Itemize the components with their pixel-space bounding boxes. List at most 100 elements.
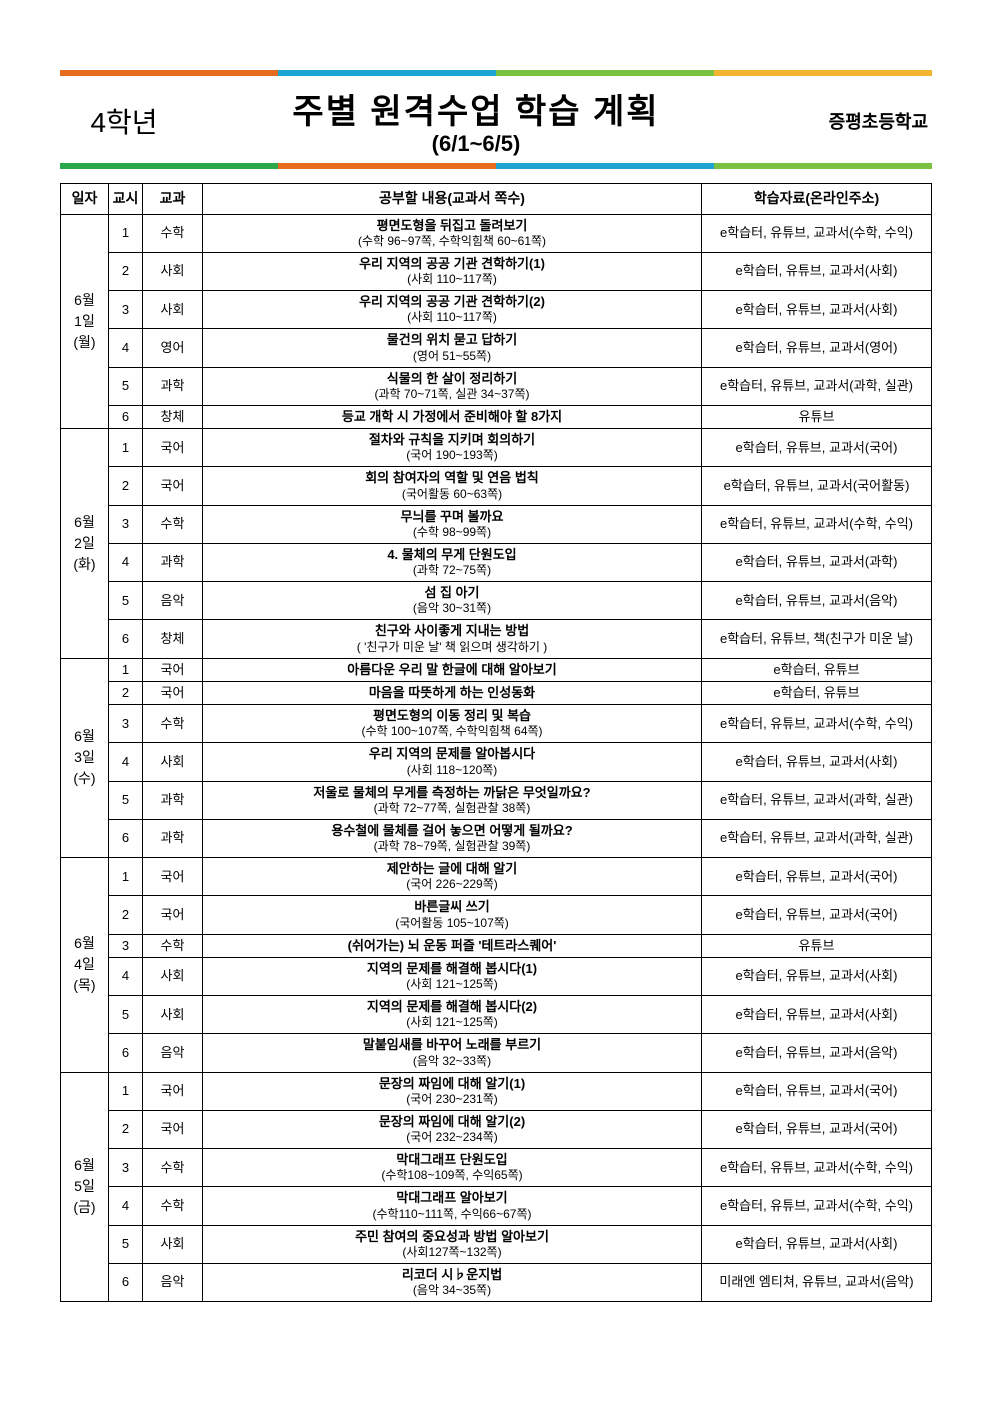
period-cell: 4 xyxy=(109,957,143,995)
subject-cell: 수학 xyxy=(143,1187,203,1225)
period-cell: 6 xyxy=(109,405,143,428)
subject-cell: 국어 xyxy=(143,1110,203,1148)
table-row: 5사회주민 참여의 중요성과 방법 알아보기(사회127쪽~132쪽)e학습터,… xyxy=(61,1225,932,1263)
table-row: 6음악말붙임새를 바꾸어 노래를 부르기(음악 32~33쪽)e학습터, 유튜브… xyxy=(61,1034,932,1072)
subject-cell: 사회 xyxy=(143,996,203,1034)
table-row: 3수학(쉬어가는) 뇌 운동 퍼즐 '테트라스퀘어'유튜브 xyxy=(61,934,932,957)
table-row: 6월2일(화)1국어절차와 규칙을 지키며 회의하기(국어 190~193쪽)e… xyxy=(61,429,932,467)
material-cell: e학습터, 유튜브, 교과서(사회) xyxy=(702,252,932,290)
material-cell: e학습터, 유튜브, 교과서(사회) xyxy=(702,957,932,995)
content-cell: 친구와 사이좋게 지내는 방법( '친구가 미운 날' 책 읽으며 생각하기 ) xyxy=(203,620,702,658)
material-cell: 유튜브 xyxy=(702,934,932,957)
content-cell: 용수철에 물체를 걸어 놓으면 어떻게 될까요?(과학 78~79쪽, 실험관찰… xyxy=(203,819,702,857)
period-cell: 3 xyxy=(109,934,143,957)
subject-cell: 국어 xyxy=(143,1072,203,1110)
col-content: 공부할 내용(교과서 쪽수) xyxy=(203,184,702,215)
material-cell: e학습터, 유튜브, 교과서(사회) xyxy=(702,743,932,781)
title-main: 주별 원격수업 학습 계획 xyxy=(184,84,768,133)
table-row: 4사회지역의 문제를 해결해 봅시다(1)(사회 121~125쪽)e학습터, … xyxy=(61,957,932,995)
material-cell: e학습터, 유튜브, 교과서(영어) xyxy=(702,329,932,367)
subject-cell: 음악 xyxy=(143,1034,203,1072)
content-cell: 막대그래프 알아보기(수학110~111쪽, 수익66~67쪽) xyxy=(203,1187,702,1225)
subject-cell: 수학 xyxy=(143,505,203,543)
table-row: 5과학저울로 물체의 무게를 측정하는 까닭은 무엇일까요?(과학 72~77쪽… xyxy=(61,781,932,819)
subject-cell: 과학 xyxy=(143,781,203,819)
subject-cell: 사회 xyxy=(143,957,203,995)
period-cell: 5 xyxy=(109,367,143,405)
date-cell: 6월5일(금) xyxy=(61,1072,109,1302)
period-cell: 4 xyxy=(109,743,143,781)
material-cell: e학습터, 유튜브, 교과서(수학, 수익) xyxy=(702,1187,932,1225)
content-cell: 바른글씨 쓰기(국어활동 105~107쪽) xyxy=(203,896,702,934)
table-row: 3수학평면도형의 이동 정리 및 복습(수학 100~107쪽, 수학익힘책 6… xyxy=(61,705,932,743)
content-cell: 아름다운 우리 말 한글에 대해 알아보기 xyxy=(203,658,702,681)
material-cell: e학습터, 유튜브, 교과서(수학, 수익) xyxy=(702,705,932,743)
content-cell: 평면도형을 뒤집고 돌려보기(수학 96~97쪽, 수학익힘책 60~61쪽) xyxy=(203,214,702,252)
material-cell: e학습터, 유튜브, 교과서(국어) xyxy=(702,1072,932,1110)
period-cell: 3 xyxy=(109,291,143,329)
table-row: 4영어물건의 위치 묻고 답하기(영어 51~55쪽)e학습터, 유튜브, 교과… xyxy=(61,329,932,367)
table-row: 4수학막대그래프 알아보기(수학110~111쪽, 수익66~67쪽)e학습터,… xyxy=(61,1187,932,1225)
header-row: 4학년 주별 원격수업 학습 계획 (6/1~6/5) 증평초등학교 xyxy=(60,84,932,157)
subject-cell: 창체 xyxy=(143,620,203,658)
table-row: 6월3일(수)1국어아름다운 우리 말 한글에 대해 알아보기e학습터, 유튜브 xyxy=(61,658,932,681)
material-cell: e학습터, 유튜브, 교과서(과학, 실관) xyxy=(702,781,932,819)
subject-cell: 사회 xyxy=(143,252,203,290)
col-material: 학습자료(온라인주소) xyxy=(702,184,932,215)
table-row: 3사회우리 지역의 공공 기관 견학하기(2)(사회 110~117쪽)e학습터… xyxy=(61,291,932,329)
table-row: 2국어마음을 따뜻하게 하는 인성동화e학습터, 유튜브 xyxy=(61,681,932,704)
table-row: 6창체등교 개학 시 가정에서 준비해야 할 8가지유튜브 xyxy=(61,405,932,428)
content-cell: 마음을 따뜻하게 하는 인성동화 xyxy=(203,681,702,704)
period-cell: 6 xyxy=(109,1034,143,1072)
subject-cell: 수학 xyxy=(143,1149,203,1187)
period-cell: 5 xyxy=(109,582,143,620)
period-cell: 3 xyxy=(109,705,143,743)
content-cell: 평면도형의 이동 정리 및 복습(수학 100~107쪽, 수학익힘책 64쪽) xyxy=(203,705,702,743)
content-cell: 지역의 문제를 해결해 봅시다(1)(사회 121~125쪽) xyxy=(203,957,702,995)
content-cell: 등교 개학 시 가정에서 준비해야 할 8가지 xyxy=(203,405,702,428)
table-row: 2사회우리 지역의 공공 기관 견학하기(1)(사회 110~117쪽)e학습터… xyxy=(61,252,932,290)
table-row: 2국어회의 참여자의 역할 및 연음 법칙(국어활동 60~63쪽)e학습터, … xyxy=(61,467,932,505)
material-cell: e학습터, 유튜브 xyxy=(702,658,932,681)
period-cell: 5 xyxy=(109,1225,143,1263)
table-row: 6월5일(금)1국어문장의 짜임에 대해 알기(1)(국어 230~231쪽)e… xyxy=(61,1072,932,1110)
material-cell: e학습터, 유튜브, 교과서(수학, 수익) xyxy=(702,1149,932,1187)
table-row: 3수학무늬를 꾸며 볼까요(수학 98~99쪽)e학습터, 유튜브, 교과서(수… xyxy=(61,505,932,543)
period-cell: 4 xyxy=(109,329,143,367)
content-cell: (쉬어가는) 뇌 운동 퍼즐 '테트라스퀘어' xyxy=(203,934,702,957)
table-row: 6월1일(월)1수학평면도형을 뒤집고 돌려보기(수학 96~97쪽, 수학익힘… xyxy=(61,214,932,252)
subject-cell: 사회 xyxy=(143,1225,203,1263)
subject-cell: 수학 xyxy=(143,934,203,957)
content-cell: 지역의 문제를 해결해 봅시다(2)(사회 121~125쪽) xyxy=(203,996,702,1034)
period-cell: 4 xyxy=(109,543,143,581)
content-cell: 주민 참여의 중요성과 방법 알아보기(사회127쪽~132쪽) xyxy=(203,1225,702,1263)
date-cell: 6월2일(화) xyxy=(61,429,109,659)
subject-cell: 과학 xyxy=(143,543,203,581)
date-cell: 6월4일(목) xyxy=(61,858,109,1073)
subject-cell: 사회 xyxy=(143,743,203,781)
title-date-range: (6/1~6/5) xyxy=(184,131,768,157)
subject-cell: 과학 xyxy=(143,819,203,857)
material-cell: e학습터, 유튜브, 교과서(사회) xyxy=(702,996,932,1034)
period-cell: 1 xyxy=(109,429,143,467)
content-cell: 문장의 짜임에 대해 알기(2)(국어 232~234쪽) xyxy=(203,1110,702,1148)
table-row: 2국어바른글씨 쓰기(국어활동 105~107쪽)e학습터, 유튜브, 교과서(… xyxy=(61,896,932,934)
content-cell: 우리 지역의 공공 기관 견학하기(1)(사회 110~117쪽) xyxy=(203,252,702,290)
period-cell: 3 xyxy=(109,1149,143,1187)
content-cell: 저울로 물체의 무게를 측정하는 까닭은 무엇일까요?(과학 72~77쪽, 실… xyxy=(203,781,702,819)
subject-cell: 창체 xyxy=(143,405,203,428)
subject-cell: 수학 xyxy=(143,705,203,743)
material-cell: 미래엔 엠티쳐, 유튜브, 교과서(음악) xyxy=(702,1263,932,1301)
material-cell: e학습터, 유튜브, 교과서(수학, 수익) xyxy=(702,214,932,252)
period-cell: 6 xyxy=(109,620,143,658)
title-block: 주별 원격수업 학습 계획 (6/1~6/5) xyxy=(184,84,768,157)
material-cell: e학습터, 유튜브, 교과서(사회) xyxy=(702,291,932,329)
subject-cell: 국어 xyxy=(143,896,203,934)
material-cell: e학습터, 유튜브, 교과서(국어활동) xyxy=(702,467,932,505)
content-cell: 문장의 짜임에 대해 알기(1)(국어 230~231쪽) xyxy=(203,1072,702,1110)
subject-cell: 국어 xyxy=(143,467,203,505)
period-cell: 2 xyxy=(109,896,143,934)
period-cell: 2 xyxy=(109,252,143,290)
material-cell: e학습터, 유튜브, 교과서(사회) xyxy=(702,1225,932,1263)
subject-cell: 음악 xyxy=(143,582,203,620)
